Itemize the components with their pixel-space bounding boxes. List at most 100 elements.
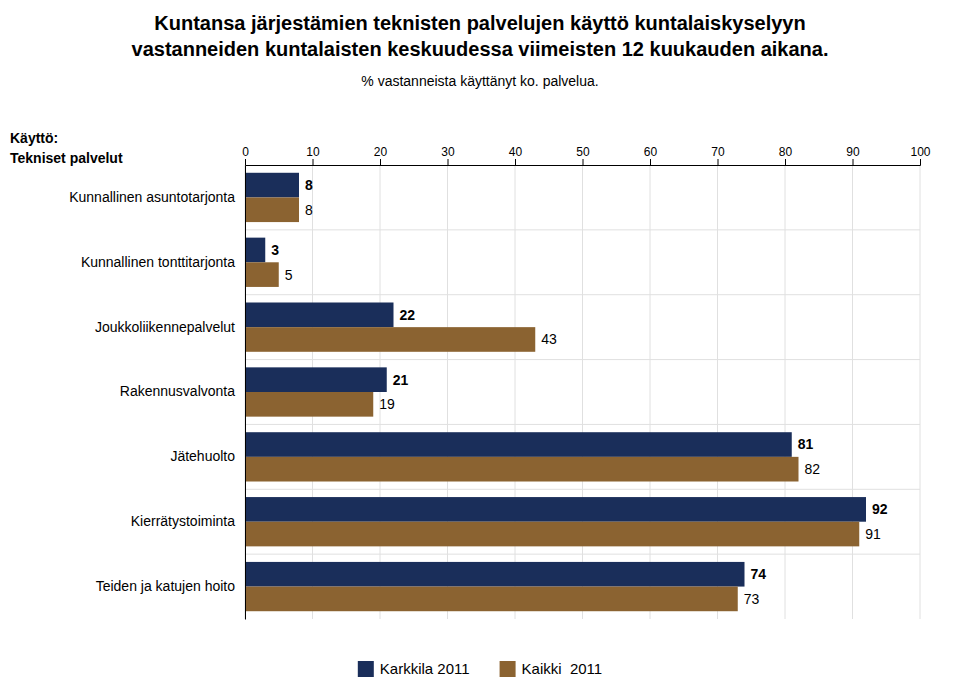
data-label: 3 [271, 242, 279, 258]
tick-label: Joukkoliikennepalvelut [95, 319, 235, 335]
tick: Kierrätystoiminta [131, 513, 245, 529]
title: vastanneiden kuntalaisten keskuudessa vi… [132, 38, 829, 60]
tick-mark [583, 159, 584, 165]
bar [245, 197, 299, 222]
data-label: 21 [393, 372, 409, 388]
annotation: Tekniset palvelut [10, 150, 123, 166]
tick: 100 [910, 145, 930, 165]
tick: 60 [644, 145, 658, 165]
bar [245, 432, 792, 457]
tick-mark [515, 159, 516, 165]
grid-line [245, 165, 246, 619]
tick: Kunnallinen tonttitarjonta [81, 254, 245, 270]
tick-label: Kunnallinen asuntotarjonta [69, 189, 235, 205]
bar [245, 262, 279, 287]
bar [245, 522, 859, 547]
tick-mark [650, 159, 651, 165]
tick: 20 [374, 145, 388, 165]
tick-label: 100 [910, 145, 930, 159]
bar [245, 497, 866, 522]
bar [245, 367, 387, 392]
data-labels: 832221819274854319829173 [271, 177, 888, 607]
grid [245, 165, 920, 619]
tick-mark [853, 159, 854, 165]
bar [245, 457, 799, 482]
tick: 90 [846, 145, 860, 165]
tick-mark [920, 159, 921, 165]
tick-label: 40 [509, 145, 523, 159]
separator [245, 294, 920, 295]
tick: Rakennusvalvonta [120, 383, 245, 399]
data-label: 8 [305, 202, 313, 218]
tick-mark [785, 159, 786, 165]
tick: Joukkoliikennepalvelut [95, 319, 245, 335]
bar [245, 238, 265, 263]
bar [245, 173, 299, 198]
tick-label: Rakennusvalvonta [120, 383, 235, 399]
legend-swatch [358, 661, 374, 677]
tick-label: 90 [846, 145, 860, 159]
plot: 8322218192748543198291730102030405060708… [69, 145, 931, 620]
tick-mark [448, 159, 449, 165]
chart: Kuntansa järjestämien teknisten palveluj… [0, 0, 960, 699]
grid-line [650, 165, 651, 619]
tick-label: 20 [374, 145, 388, 159]
separator [245, 554, 920, 555]
bar [245, 327, 535, 352]
data-label: 22 [400, 307, 416, 323]
data-label: 73 [744, 591, 760, 607]
data-label: 5 [285, 267, 293, 283]
grid-line [920, 165, 921, 619]
tick-label: 80 [779, 145, 793, 159]
x-axis: 0 10 20 30 40 50 60 70 80 90 100 [242, 145, 931, 166]
tick-label: 70 [711, 145, 725, 159]
y-axis: Kunnallinen asuntotarjonta Kunnallinen to… [69, 166, 245, 620]
tick-label: Kierrätystoiminta [131, 513, 235, 529]
tick: 30 [441, 145, 455, 165]
tick: Jätehuolto [170, 448, 245, 464]
legend: Karkkila 2011 Kaikki 2011 [358, 660, 602, 677]
title: Kuntansa järjestämien teknisten palveluj… [154, 12, 805, 34]
tick: 50 [576, 145, 590, 165]
tick-label: 50 [576, 145, 590, 159]
separator [245, 229, 920, 230]
tick-label: 30 [441, 145, 455, 159]
tick-label: Teiden ja katujen hoito [96, 578, 236, 594]
separator [245, 489, 920, 490]
tick-label: Jätehuolto [170, 448, 235, 464]
data-label: 43 [541, 331, 557, 347]
tick: 0 [242, 145, 249, 165]
bar [245, 302, 394, 327]
tick: Teiden ja katujen hoito [96, 578, 245, 594]
annotation: Käyttö: [10, 130, 58, 146]
separators [245, 230, 920, 554]
grid-line [852, 165, 853, 619]
separator [245, 359, 920, 360]
subtitle: % vastanneista käyttänyt ko. palvelua. [361, 73, 598, 89]
data-label: 91 [865, 526, 881, 542]
tick-mark [245, 159, 246, 165]
tick-label: 60 [644, 145, 658, 159]
axis-line [245, 166, 246, 620]
legend-item: Kaikki 2011 [500, 660, 603, 677]
grid-line [717, 165, 718, 619]
grid-line [582, 165, 583, 619]
tick-label: Kunnallinen tonttitarjonta [81, 254, 235, 270]
data-label: 92 [872, 501, 888, 517]
grid-line [515, 165, 516, 619]
tick-label: 0 [242, 145, 249, 159]
legend-item: Karkkila 2011 [358, 660, 470, 677]
tick-label: 10 [306, 145, 320, 159]
tick: 80 [779, 145, 793, 165]
legend-swatch [500, 661, 516, 677]
tick-mark [718, 159, 719, 165]
bar [245, 392, 373, 417]
legend-label: Kaikki 2011 [522, 660, 603, 677]
tick: 40 [509, 145, 523, 165]
grid-line [785, 165, 786, 619]
bar [245, 562, 745, 587]
tick-mark [313, 159, 314, 165]
data-label: 82 [805, 461, 821, 477]
data-label: 19 [379, 396, 395, 412]
data-label: 8 [305, 177, 313, 193]
